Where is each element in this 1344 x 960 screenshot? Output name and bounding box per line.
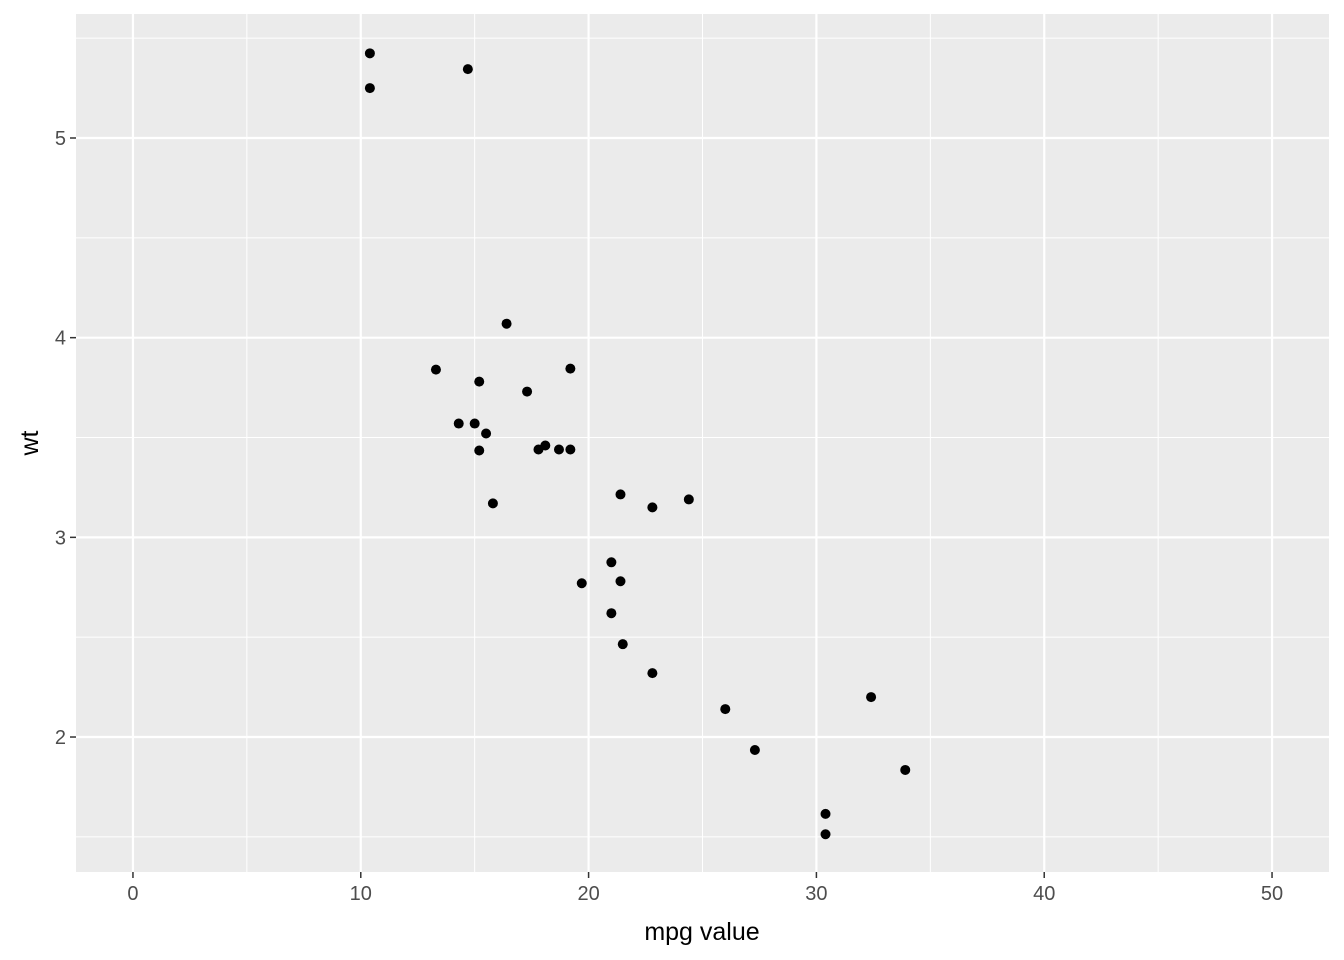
x-tick-label: 50 bbox=[1261, 883, 1283, 905]
data-point bbox=[522, 386, 533, 397]
data-point bbox=[615, 576, 626, 587]
axes: 0 10 20 30 40 50 2 3 4 5 bbox=[55, 128, 1283, 905]
data-point bbox=[487, 498, 498, 509]
x-tick-label: 30 bbox=[805, 883, 827, 905]
y-tick-label: 2 bbox=[55, 727, 66, 749]
data-point bbox=[683, 494, 694, 505]
data-point bbox=[606, 608, 617, 619]
data-point bbox=[553, 444, 564, 455]
data-point bbox=[900, 764, 911, 775]
x-tick-label: 10 bbox=[350, 883, 372, 905]
data-point bbox=[576, 578, 587, 589]
data-point bbox=[469, 418, 480, 429]
data-point bbox=[606, 557, 617, 568]
data-point bbox=[481, 428, 492, 439]
data-point bbox=[617, 639, 628, 650]
grid-lines bbox=[76, 14, 1329, 872]
x-tick-label: 0 bbox=[127, 883, 138, 905]
data-point bbox=[565, 363, 576, 374]
data-point bbox=[820, 829, 831, 840]
x-tick-label: 40 bbox=[1033, 883, 1055, 905]
y-tick-label: 4 bbox=[55, 328, 66, 350]
data-point bbox=[647, 502, 658, 513]
y-axis-label: wt bbox=[16, 430, 44, 456]
y-tick-label: 3 bbox=[55, 527, 66, 549]
data-point bbox=[615, 489, 626, 500]
y-tick-label: 5 bbox=[55, 128, 66, 150]
data-point bbox=[720, 704, 731, 715]
data-point bbox=[462, 64, 473, 75]
x-axis-label: mpg value bbox=[644, 918, 759, 946]
data-point bbox=[866, 692, 877, 703]
data-point bbox=[364, 48, 375, 59]
data-point bbox=[430, 364, 441, 375]
data-point bbox=[749, 744, 760, 755]
x-tick-label: 20 bbox=[577, 883, 599, 905]
data-point bbox=[533, 444, 544, 455]
data-point bbox=[453, 418, 464, 429]
data-point bbox=[565, 444, 576, 455]
data-point bbox=[820, 808, 831, 819]
data-point bbox=[474, 376, 485, 387]
points bbox=[364, 48, 911, 840]
data-point bbox=[501, 318, 512, 329]
data-point bbox=[364, 83, 375, 94]
data-point bbox=[647, 668, 658, 679]
data-point bbox=[474, 445, 485, 456]
